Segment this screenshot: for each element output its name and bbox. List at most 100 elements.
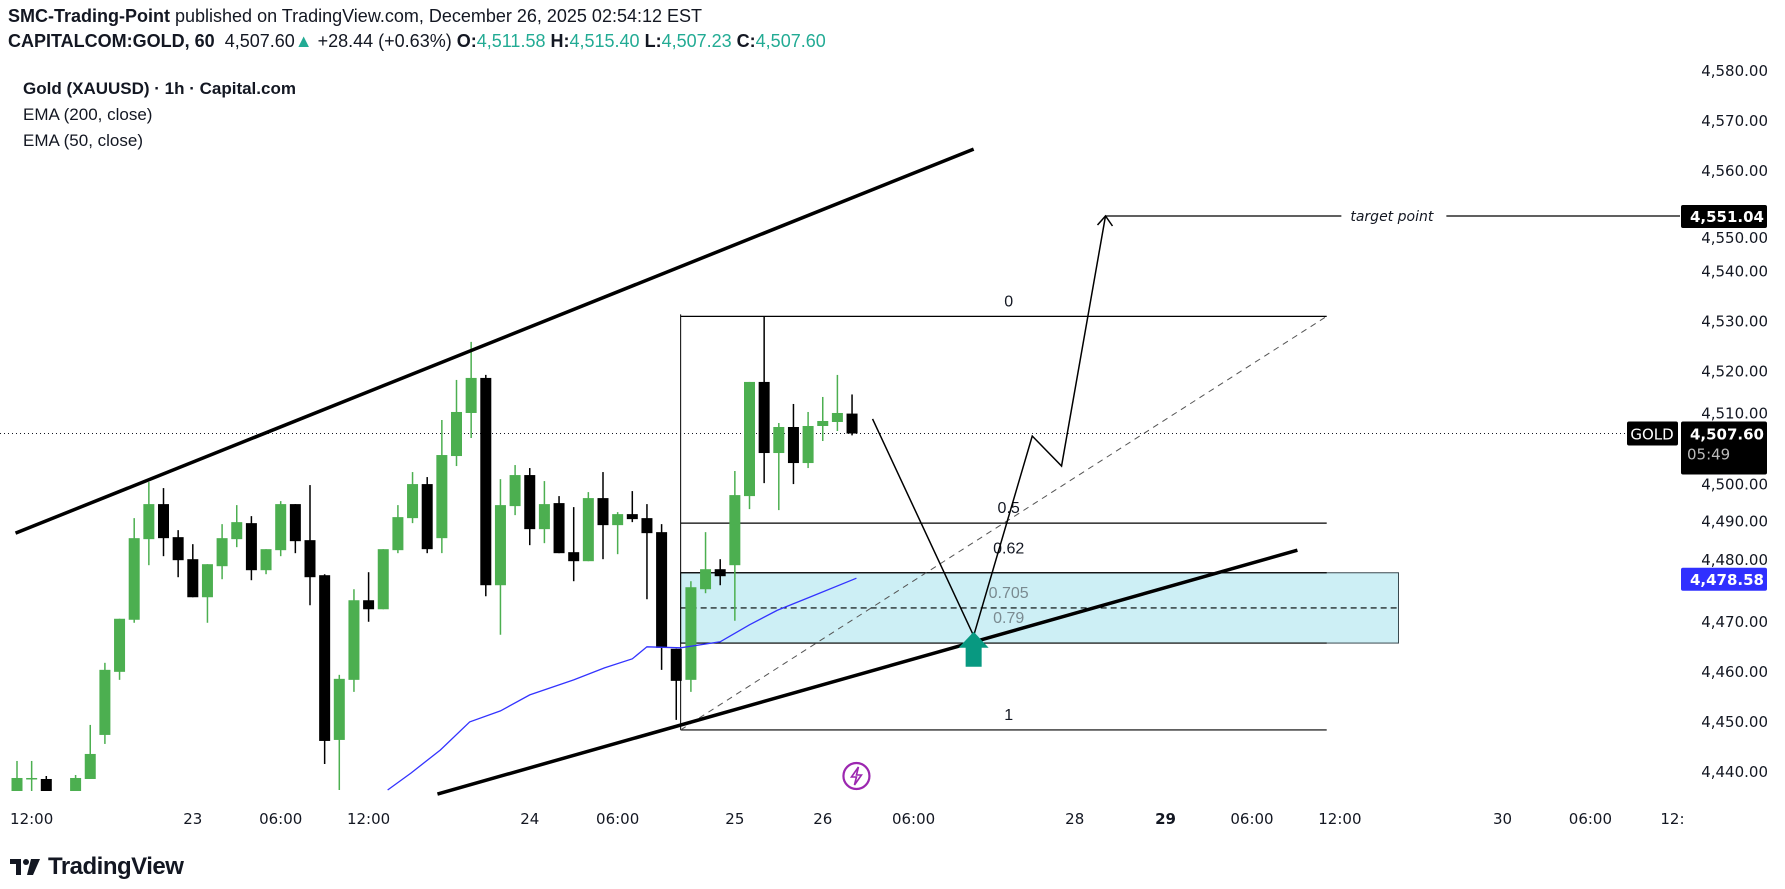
candle-body (612, 514, 624, 526)
candle (158, 488, 169, 557)
candle (245, 516, 257, 581)
price-tick: 4,520.00 (1701, 362, 1768, 380)
publisher-name[interactable]: SMC-Trading-Point (8, 6, 170, 26)
candle-body (758, 381, 770, 454)
low-value: 4,507.23 (661, 31, 732, 51)
channel-lower-line (436, 548, 1298, 796)
candle-body (260, 549, 272, 571)
candle (304, 485, 316, 606)
time-tick: 30 (1493, 810, 1512, 828)
price-tick: 4,450.00 (1701, 713, 1768, 731)
candle (260, 549, 272, 575)
current-price-label: 4,507.60 (1690, 426, 1764, 444)
price-tick: 4,570.00 (1701, 112, 1768, 130)
candle-body (465, 377, 477, 413)
candle (802, 411, 814, 469)
fib-zone (680, 572, 1399, 644)
legend-ema-50[interactable]: EMA (50, close) (23, 131, 143, 150)
symbol-label: GOLD (1630, 426, 1673, 444)
event-circle (842, 761, 871, 791)
ema-price-box (1681, 567, 1767, 591)
candle-body (11, 777, 23, 792)
last-price: 4,507.60 (224, 31, 295, 51)
candle-body (289, 504, 301, 542)
tradingview-logo-icon (10, 859, 40, 875)
candle-body (670, 648, 682, 681)
candle-body (744, 381, 755, 497)
candle-body (128, 538, 140, 620)
symbol-info: CAPITALCOM:GOLD, 60 4,507.60▲ +28.44 (+0… (8, 31, 826, 52)
symbol-box (1627, 421, 1678, 446)
time-tick: 23 (183, 810, 202, 828)
fib-level-label: 1 (1004, 707, 1013, 724)
candle (84, 724, 96, 779)
candle-body (656, 532, 668, 648)
time-tick: 12: (1660, 810, 1684, 828)
candle-body (714, 569, 726, 577)
candle-body (201, 564, 213, 598)
logo-text: TradingView (48, 853, 184, 880)
high-label: H: (550, 31, 570, 51)
candle (744, 381, 755, 510)
candle (817, 396, 829, 442)
time-tick: 06:00 (259, 810, 302, 828)
candle-body (114, 618, 126, 672)
open-label: O: (456, 31, 477, 51)
candle (114, 618, 126, 680)
candle (275, 501, 287, 557)
candle (641, 504, 653, 600)
legend-symbol[interactable]: Gold (XAUUSD) · 1h · Capital.com (23, 79, 296, 98)
lightning-icon[interactable] (842, 761, 871, 791)
candle (758, 316, 770, 484)
candle (70, 774, 82, 792)
candle (231, 505, 243, 548)
candle-body (538, 504, 550, 530)
candle (348, 589, 360, 692)
current-price-box (1681, 421, 1767, 475)
candle-body (363, 600, 375, 610)
time-tick: 06:00 (1569, 810, 1612, 828)
time-tick: 06:00 (1230, 810, 1273, 828)
candle-body (275, 504, 287, 551)
candle (670, 648, 682, 720)
candle-body (494, 505, 506, 586)
candle-body (773, 426, 785, 454)
projection-path (871, 215, 1107, 638)
countdown-label: 05:49 (1687, 446, 1730, 464)
candle (626, 491, 638, 523)
candle-body (700, 569, 712, 590)
candle-body (787, 426, 799, 464)
candle-body (524, 475, 536, 530)
candle-body (553, 503, 565, 554)
ema-50-line (387, 577, 857, 791)
candle-body (480, 377, 492, 586)
candle-body (70, 777, 82, 792)
candle-body (626, 514, 638, 520)
time-tick: 26 (813, 810, 832, 828)
candle (480, 374, 492, 597)
channel-upper-line (14, 147, 975, 535)
legend-ema-200[interactable]: EMA (200, close) (23, 105, 153, 124)
published-text: published on TradingView.com, December 2… (175, 6, 703, 26)
candle-body (304, 540, 316, 578)
price-tick: 4,540.00 (1701, 262, 1768, 280)
candle-body (319, 575, 331, 741)
tradingview-logo[interactable]: TradingView (10, 853, 184, 881)
candle-body (509, 475, 521, 507)
candle-body (99, 669, 111, 735)
candle-body (348, 600, 360, 680)
candle (172, 530, 184, 578)
fib-level-label: 0.5 (998, 500, 1020, 517)
time-tick: 12:00 (347, 810, 390, 828)
candle-body (817, 420, 829, 426)
candle-body (26, 777, 38, 780)
candle (729, 471, 741, 621)
candle-body (436, 455, 448, 539)
candle-body (641, 518, 653, 534)
price-change: +28.44 (+0.63%) (317, 31, 452, 51)
candle (201, 564, 213, 623)
candle (392, 505, 404, 554)
target-price-box (1681, 205, 1767, 229)
candle-body (245, 523, 257, 571)
